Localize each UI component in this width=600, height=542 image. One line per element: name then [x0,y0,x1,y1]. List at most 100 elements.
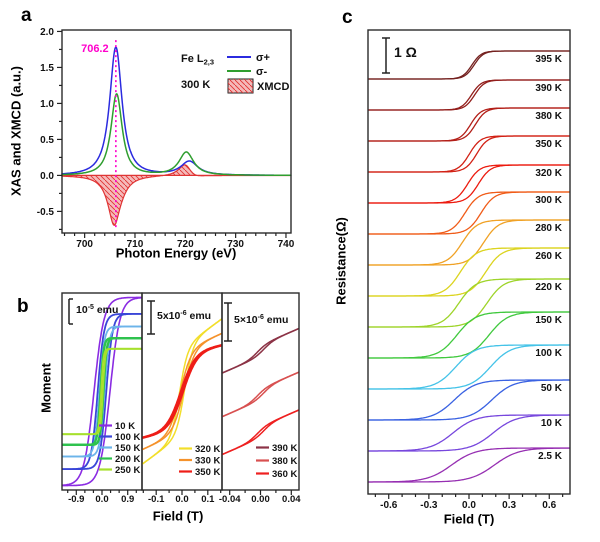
resistance-curve-390K [368,79,570,111]
moment-curve-390K [222,327,299,374]
scale-bar-label: 5x10-6 emu [157,310,211,322]
legend-xmcd-label: XMCD [257,81,289,93]
panel-a: 706.2 700 710 720 730 740 -0.5 0.0 0.5 1.0 1.5 2.0 F… [37,27,295,250]
a-y-tick-label: -0.5 [37,207,55,218]
temperature-label: 260 K [535,251,562,262]
moment-curve-380K [222,371,299,418]
temperature-label: 100 K [535,348,562,359]
a-y-tick-label: 0.5 [40,135,54,146]
resistance-curve-350K [368,135,570,173]
moment-curve-10K [62,296,142,487]
c-x-axis-label: Field (T) [443,511,495,527]
legend-label: 200 K [115,454,140,465]
b-x-tick-label: 0.0 [95,494,108,505]
a-x-tick-label: 720 [177,239,194,250]
resistance-curve-10K [368,414,570,452]
b-x-tick-label: 0.0 [175,494,188,505]
c-x-tick-label: 0.3 [502,500,516,511]
a-x-tick-label: 710 [127,239,144,250]
b-x-tick-label: 0.04 [282,494,301,505]
resistance-curve-50K [368,379,570,421]
panel-b-label: b [17,296,29,317]
a-x-tick-label: 730 [227,239,244,250]
curves-group [142,318,222,465]
legend-temperature-label: 300 K [181,79,210,91]
legend-label: 320 K [195,444,220,455]
b-x-tick-label: 0.1 [201,494,215,505]
curves-group [368,50,570,483]
scale-bar-label: 1 Ω [394,44,417,60]
resistance-curve-150K [368,311,570,359]
legend-label: 150 K [115,443,140,454]
resistance-curve-395K [368,50,570,80]
legend-xmcd-swatch-hatch [228,79,253,93]
legend-label: 380 K [272,456,297,467]
c-x-tick-label: 0.6 [542,500,556,511]
resistance-curve-260K [368,247,570,297]
sigma-minus-curve [61,93,292,177]
temperature-label: 150 K [535,315,562,326]
moment-curve-250K [62,347,142,436]
temperature-label: 280 K [535,223,562,234]
c-x-tick-label: 0.0 [462,500,476,511]
curves-group [222,327,299,456]
temperature-label: 220 K [535,282,562,293]
resistance-curve-50K [368,379,570,421]
moment-curve-320K [142,318,222,465]
temperature-label: 390 K [535,83,562,94]
legend-sigma-plus-label: σ+ [256,52,270,64]
moment-curve-350K [142,344,222,439]
panel-a-label: a [21,5,32,26]
b-x-axis-label: Field (T) [152,508,204,524]
moment-curve-330K [142,332,222,451]
legend-sigma-minus-label: σ- [256,66,268,78]
panel-c-label: c [342,7,353,28]
panel-a-legend: Fe L2,3 300 K σ+ σ- XMCD [181,52,289,94]
legend-sample-label: Fe L2,3 [181,53,214,67]
legend-label: 330 K [195,456,220,467]
temperature-label: 395 K [535,54,562,65]
moment-curve-10K [62,296,142,487]
temperature-label: 300 K [535,195,562,206]
b-x-tick-label: -0.9 [68,494,84,505]
legend-label: 390 K [272,443,297,454]
a-y-tick-label: 1.5 [40,63,54,74]
peak-energy-annotation: 706.2 [81,43,109,55]
xmcd-area-hatch [61,164,292,226]
b-x-tick-label: -0.1 [148,494,165,505]
a-x-axis-label: Photon Energy (eV) [115,245,237,261]
legend-label: 360 K [272,469,297,480]
a-x-tick-label: 740 [278,239,295,250]
resistance-curve-380K [368,107,570,142]
legend-label: 350 K [195,467,220,478]
temperature-label: 350 K [535,139,562,150]
resistance-curve-220K [368,278,570,328]
temperature-label: 320 K [535,168,562,179]
legend-label: 10 K [115,421,135,432]
resistance-curve-300K [368,191,570,235]
b-x-tick-label: -0.04 [219,494,241,505]
panel-c: -0.6 -0.3 0.0 0.3 0.6 395 K 390 K 380 K 350 K 320… [367,29,571,511]
temperature-label: 380 K [535,111,562,122]
c-x-tick-label: -0.3 [420,500,438,511]
temperature-label: 10 K [541,418,563,429]
c-x-tick-label: -0.6 [380,500,398,511]
panel-b3: -0.04 0.00 0.04 5×10-6 emu 390 K 380 K 360 K [219,292,301,505]
resistance-curve-280K [368,219,570,266]
moment-curve-380K [222,371,299,418]
legend-label: 100 K [115,432,140,443]
a-y-tick-label: 2.0 [40,27,54,38]
moment-curve-360K [222,409,299,456]
temperature-label: 50 K [541,383,563,394]
scale-bar-label: 5×10-6 emu [234,314,288,326]
legend-label: 250 K [115,465,140,476]
scale-bar-label: 10-5 emu [76,304,118,316]
panel-a-frame [61,29,292,234]
b-x-tick-label: 0.00 [251,494,270,505]
resistance-curve-100K [368,344,570,390]
a-x-tick-label: 700 [76,239,93,250]
